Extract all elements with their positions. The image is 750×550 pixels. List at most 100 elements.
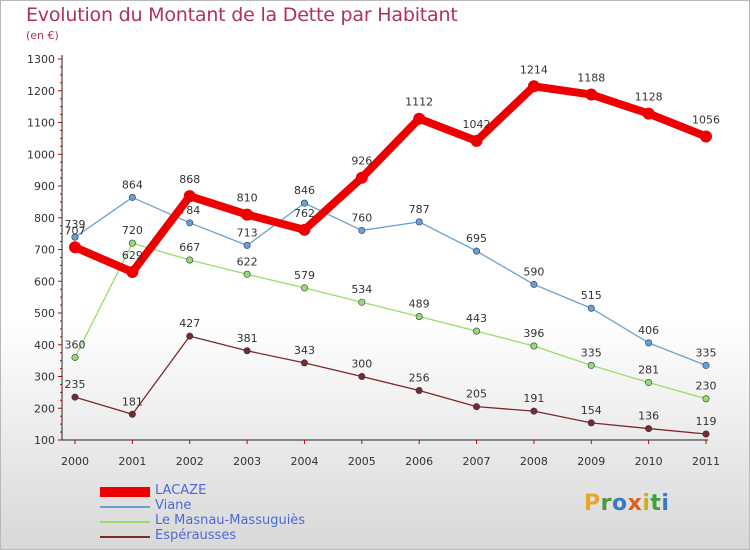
- data-point: [355, 171, 368, 184]
- data-label: 443: [466, 312, 487, 325]
- data-label: 713: [237, 226, 258, 239]
- data-point: [530, 407, 538, 415]
- data-label: 119: [696, 415, 717, 428]
- y-tick-label: 800: [34, 212, 55, 225]
- data-label: 515: [581, 289, 602, 302]
- data-label: 205: [466, 388, 487, 401]
- data-label: 695: [466, 232, 487, 245]
- series-line: [71, 82, 710, 277]
- data-point: [587, 304, 595, 312]
- data-point: [243, 270, 251, 278]
- data-label: 335: [581, 346, 602, 359]
- data-point: [186, 219, 194, 227]
- chart-subtitle: (en €): [26, 29, 59, 42]
- data-point: [415, 386, 423, 394]
- logo-letter: r: [600, 491, 612, 516]
- x-tick-label: 2002: [176, 455, 204, 468]
- data-label: 1056: [692, 113, 720, 126]
- legend-label: LACAZE: [155, 483, 207, 498]
- data-point: [473, 327, 481, 335]
- y-tick-label: 1100: [27, 117, 55, 130]
- logo-letter: i: [642, 491, 651, 516]
- data-label: 235: [65, 378, 86, 391]
- data-point: [183, 190, 196, 203]
- data-label: 590: [523, 265, 544, 278]
- proxiti-logo: Proxiti: [584, 491, 669, 516]
- data-label: 760: [351, 211, 372, 224]
- x-tick-label: 2011: [692, 455, 720, 468]
- data-point: [358, 298, 366, 306]
- data-label: 181: [122, 395, 143, 408]
- y-tick-label: 900: [34, 180, 55, 193]
- data-label: 360: [65, 338, 86, 351]
- data-point: [645, 379, 653, 387]
- x-tick-label: 2009: [577, 455, 605, 468]
- data-point: [585, 88, 598, 101]
- data-label: 406: [638, 324, 659, 337]
- data-label: 787: [409, 203, 430, 216]
- series-line: [74, 196, 707, 367]
- y-tick-label: 400: [34, 339, 55, 352]
- data-label: 191: [523, 392, 544, 405]
- x-tick-label: 2010: [635, 455, 663, 468]
- data-label: 534: [351, 283, 372, 296]
- y-tick-label: 700: [34, 244, 55, 257]
- y-tick-label: 500: [34, 307, 55, 320]
- x-tick-label: 2005: [348, 455, 376, 468]
- logo-letter: i: [661, 491, 670, 516]
- y-tick-label: 300: [34, 371, 55, 384]
- data-point: [128, 410, 136, 418]
- data-label: 629: [122, 249, 143, 262]
- data-label: 1188: [577, 72, 605, 85]
- data-label: 335: [696, 346, 717, 359]
- data-point: [415, 312, 423, 320]
- data-label: 300: [351, 358, 372, 371]
- data-label: 864: [122, 178, 143, 191]
- y-tick-label: 1300: [27, 53, 55, 66]
- data-label: 622: [237, 255, 258, 268]
- data-point: [358, 226, 366, 234]
- data-point: [473, 247, 481, 255]
- chart-title: Evolution du Montant de la Dette par Hab…: [26, 4, 458, 26]
- data-point: [186, 256, 194, 264]
- legend-swatch: [100, 505, 150, 508]
- logo-letter: P: [584, 491, 601, 516]
- data-point: [530, 342, 538, 350]
- y-tick-label: 600: [34, 275, 55, 288]
- data-point: [700, 130, 712, 143]
- data-label: 926: [351, 155, 372, 168]
- data-point: [702, 430, 710, 438]
- logo-letter: x: [627, 491, 643, 516]
- x-tick-label: 2000: [61, 455, 89, 468]
- x-tick-label: 2007: [463, 455, 491, 468]
- data-point: [527, 80, 540, 93]
- series-line: [74, 335, 707, 435]
- x-tick-label: 2004: [290, 455, 318, 468]
- data-point: [298, 223, 311, 236]
- data-label: 762: [294, 207, 315, 220]
- y-tick-label: 1000: [27, 148, 55, 161]
- data-label: 1128: [635, 91, 663, 104]
- x-tick-label: 2008: [520, 455, 548, 468]
- data-point: [413, 112, 426, 125]
- logo-letter: o: [611, 491, 628, 516]
- data-point: [69, 241, 81, 254]
- y-tick-label: 1200: [27, 85, 55, 98]
- data-point: [128, 193, 136, 201]
- data-point: [415, 218, 423, 226]
- data-label: 343: [294, 344, 315, 357]
- data-label: 667: [179, 241, 200, 254]
- legend-swatch: [100, 535, 150, 538]
- legend-label: Viane: [155, 498, 192, 513]
- legend-swatch: [100, 486, 150, 497]
- data-label: 256: [409, 371, 430, 384]
- y-tick-label: 200: [34, 402, 55, 415]
- data-point: [645, 425, 653, 433]
- logo-letter: t: [650, 491, 662, 516]
- data-label: 489: [409, 297, 430, 310]
- data-point: [300, 359, 308, 367]
- data-label: 707: [65, 224, 86, 237]
- data-point: [71, 393, 79, 401]
